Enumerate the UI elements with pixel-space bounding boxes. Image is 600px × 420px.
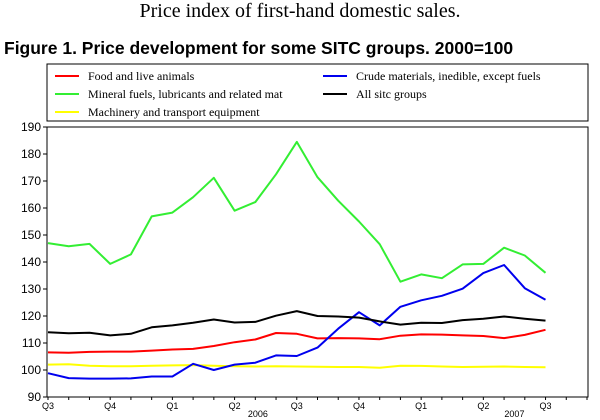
y-tick-label: 180 <box>21 147 41 161</box>
legend-label: All sitc groups <box>356 87 427 101</box>
y-tick-label: 140 <box>21 255 41 269</box>
page-supertitle: Price index of first-hand domestic sales… <box>139 0 461 22</box>
x-quarter-label: Q3 <box>291 401 303 411</box>
x-quarter-label: Q3 <box>540 401 552 411</box>
x-quarter-label: Q4 <box>104 401 116 411</box>
series-line <box>47 310 546 337</box>
legend-label: Food and live animals <box>88 69 195 83</box>
x-quarter-label: Q1 <box>415 401 427 411</box>
y-axis: 90 100 110 120 130 140 150 160 170 180 190 <box>21 120 47 404</box>
y-tick-label: 130 <box>21 282 41 296</box>
y-tick-label: 160 <box>21 201 41 215</box>
x-year-label: 2006 <box>248 409 268 419</box>
series-line <box>47 264 546 380</box>
x-quarter-label: Q3 <box>42 401 54 411</box>
series-line <box>47 140 547 283</box>
legend-label: Crude materials, inedible, except fuels <box>356 69 541 83</box>
y-tick-label: 110 <box>22 336 41 350</box>
series-line <box>47 363 546 369</box>
x-year-label: 2007 <box>504 409 524 419</box>
x-quarter-label: Q4 <box>353 401 365 411</box>
figure-title: Figure 1. Price development for some SIT… <box>4 38 514 58</box>
legend-box <box>46 63 589 122</box>
y-tick-label: 100 <box>21 363 41 377</box>
y-tick-label: 170 <box>21 174 41 188</box>
series-line <box>47 328 546 354</box>
plot-area-frame <box>46 126 589 398</box>
chart-legend: Food and live animals Mineral fuels, lubr… <box>46 63 589 122</box>
series-lines <box>47 140 547 380</box>
y-tick-label: 120 <box>21 309 41 323</box>
legend-label: Machinery and transport equipment <box>88 105 260 119</box>
y-tick-label: 90 <box>28 390 42 404</box>
y-tick-label: 150 <box>21 228 41 242</box>
legend-label: Mineral fuels, lubricants and related ma… <box>88 87 283 101</box>
x-axis: Q3 Q4 Q1 Q2 Q3 Q4 Q1 Q2 Q3 2006 2007 <box>42 397 588 419</box>
x-quarter-label: Q2 <box>477 401 489 411</box>
x-quarter-label: Q2 <box>229 401 241 411</box>
x-quarter-label: Q1 <box>166 401 178 411</box>
y-tick-label: 190 <box>21 120 41 134</box>
